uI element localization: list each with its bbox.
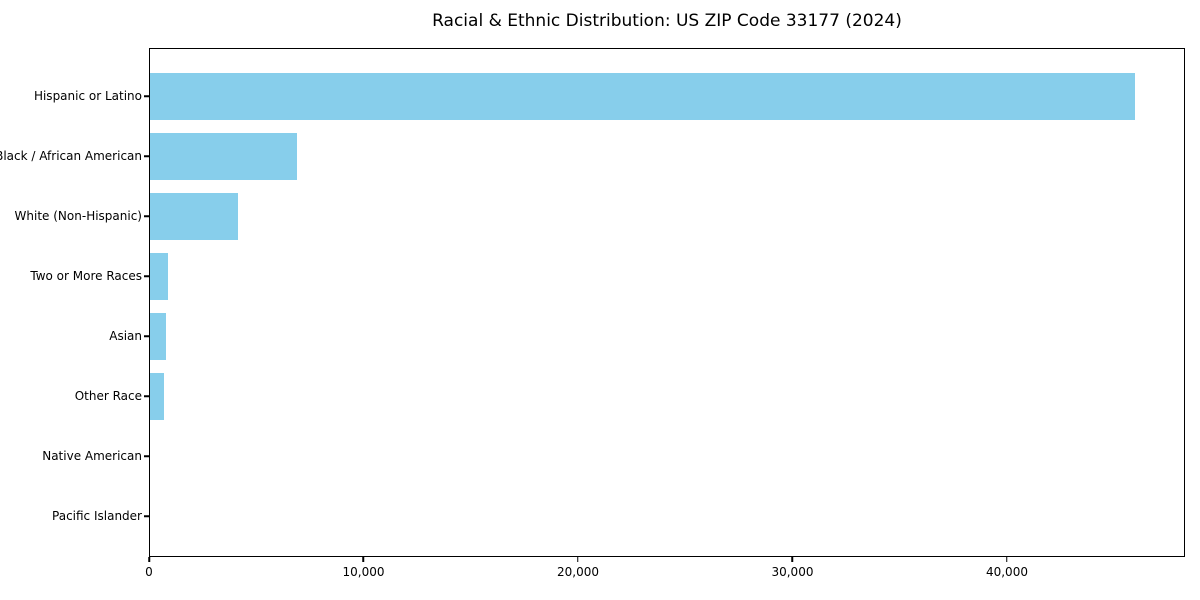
x-axis-tick-label: 0 bbox=[145, 565, 153, 579]
y-axis-tick bbox=[143, 395, 149, 397]
bar-row: Native American bbox=[42, 426, 1184, 486]
y-axis-tick bbox=[143, 95, 149, 97]
y-axis-label: Native American bbox=[42, 449, 142, 463]
x-axis-tick-mark bbox=[362, 557, 365, 562]
bar-row: Other Race bbox=[75, 366, 1184, 426]
y-axis-label: Two or More Races bbox=[30, 269, 142, 283]
y-axis-tick bbox=[143, 215, 149, 217]
x-axis-tick-label: 10,000 bbox=[342, 565, 385, 579]
x-axis-tick-label: 20,000 bbox=[556, 565, 599, 579]
y-axis-tick bbox=[143, 515, 149, 517]
chart-title: Racial & Ethnic Distribution: US ZIP Cod… bbox=[432, 11, 902, 31]
y-axis-label: Asian bbox=[109, 329, 142, 343]
bar-row: Pacific Islander bbox=[52, 486, 1184, 546]
plot-area: Hispanic or Latino Black / African Americ… bbox=[0, 48, 1185, 557]
x-axis-tick-mark bbox=[148, 557, 150, 562]
bar-row: Hispanic or Latino bbox=[34, 66, 1184, 126]
x-axis-tick-mark bbox=[791, 557, 794, 562]
y-axis-label: Black / African American bbox=[0, 149, 142, 163]
x-axis-tick-label: 30,000 bbox=[771, 565, 814, 579]
x-axis-tick-mark bbox=[1006, 557, 1008, 562]
x-axis-tick-mark bbox=[577, 557, 579, 562]
bar bbox=[150, 72, 1135, 120]
y-axis-tick bbox=[143, 155, 149, 157]
x-axis: 0 10,000 20,000 30,000 40,000 bbox=[145, 557, 1185, 589]
y-axis-label: Hispanic or Latino bbox=[33, 89, 142, 103]
bar-row: Black / African American bbox=[0, 126, 1184, 186]
bar-row: White (Non-Hispanic) bbox=[15, 186, 1184, 246]
y-axis-label: Other Race bbox=[74, 389, 142, 403]
y-axis-tick bbox=[143, 335, 149, 337]
bar bbox=[150, 372, 164, 420]
y-axis-label: White (Non-Hispanic) bbox=[14, 209, 142, 223]
x-axis-tick-label: 40,000 bbox=[985, 565, 1028, 579]
bar bbox=[150, 252, 169, 300]
bar-row: Asian bbox=[109, 306, 1184, 366]
bar-row: Two or More Races bbox=[30, 246, 1184, 306]
bar bbox=[150, 192, 238, 240]
y-axis-tick bbox=[143, 455, 149, 457]
y-axis-label: Pacific Islander bbox=[52, 509, 142, 523]
bar bbox=[150, 132, 297, 180]
y-axis-tick bbox=[143, 275, 149, 277]
bar bbox=[150, 312, 167, 360]
